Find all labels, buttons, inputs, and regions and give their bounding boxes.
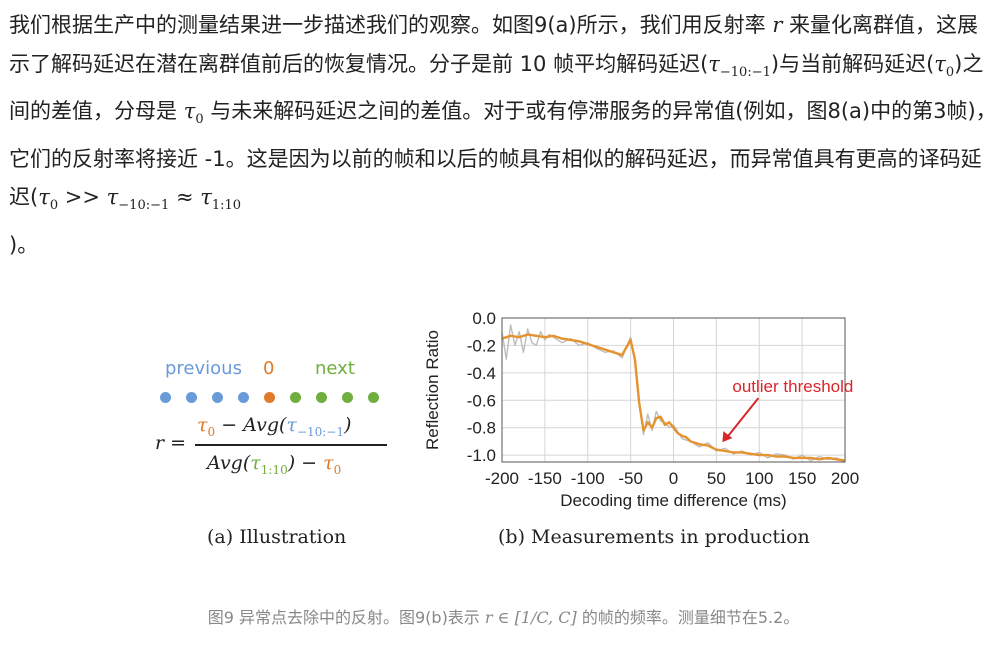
reflection-ratio-chart: -200 -150 -100 -50 0 50 100 150 200 0.0 -0.2 -0.4 -0… xyxy=(423,309,859,510)
paragraph-text-1: 我们根据生产中的测量结果进一步描述我们的观察。如图9(a)所示，我们用反射率 xyxy=(9,13,766,37)
annotation-arrow-line xyxy=(725,397,760,439)
frame-dot-previous xyxy=(186,392,197,403)
x-tick-label: -200 xyxy=(485,469,519,488)
annotation-text: outlier threshold xyxy=(732,377,853,396)
y-tick-label: -0.8 xyxy=(467,419,496,438)
frame-dot-previous xyxy=(212,392,223,403)
reflection-formula: r = τ0 − Avg(τ−10:−1) Avg(τ1:10) − τ0 xyxy=(155,412,395,482)
paragraph-text-2: 来量化离群值，这展示了解码延迟在潜在离群值前后的恢复情况。分子是前 10 帧平均… xyxy=(9,13,979,76)
x-tick-label: 150 xyxy=(788,469,816,488)
y-tick-label: 0.0 xyxy=(472,309,496,328)
series-layer xyxy=(501,324,846,463)
previous-label: previous xyxy=(165,358,242,379)
fraction-bar xyxy=(195,444,387,446)
y-tick-label: -0.2 xyxy=(467,336,496,355)
figure-caption-text-2: 的帧的频率。测量细节在5.2。 xyxy=(581,608,800,627)
paragraph-text-3: )与当前解码延迟( xyxy=(770,51,935,76)
frame-dot-next xyxy=(316,392,327,403)
annotation-arrow-head xyxy=(722,431,733,443)
plot-frame xyxy=(501,317,846,463)
x-tick-label: -100 xyxy=(571,469,605,488)
series-line-smoothed xyxy=(501,333,846,462)
y-tick-label: -0.6 xyxy=(467,391,496,410)
frame-dot-next xyxy=(290,392,301,403)
next-label: next xyxy=(315,358,355,379)
annotation-layer: outlier threshold xyxy=(722,377,853,443)
frame-dots xyxy=(160,392,390,406)
math-tau0-b: τ0 xyxy=(183,99,204,128)
figure-9: previous 0 next r = τ0 − Avg(τ−10:−1) Av… xyxy=(0,290,1007,580)
figure-caption-math: r ∈ [1/C, C] xyxy=(484,608,577,627)
y-tick-label: -1.0 xyxy=(467,446,496,465)
x-tick-label: 100 xyxy=(745,469,773,488)
math-tau0-a: τ0 xyxy=(934,51,955,80)
frame-dot-next xyxy=(342,392,353,403)
zero-label: 0 xyxy=(263,358,275,379)
frame-dot-next xyxy=(368,392,379,403)
y-tick-label: -0.4 xyxy=(467,364,496,383)
caption-a: (a) Illustration xyxy=(207,526,347,548)
x-tick-label: 0 xyxy=(669,469,678,488)
x-tick-label: -50 xyxy=(618,469,643,488)
caption-b: (b) Measurements in production xyxy=(498,526,810,548)
formula-numerator: τ0 − Avg(τ−10:−1) xyxy=(197,414,352,439)
math-r: r xyxy=(772,13,783,37)
frame-dot-previous xyxy=(160,392,171,403)
axis-layer: -200 -150 -100 -50 0 50 100 150 200 0.0 -0.2 -0.4 -0… xyxy=(423,309,859,510)
y-axis-label: Reflection Ratio xyxy=(423,330,442,450)
formula-denominator: Avg(τ1:10) − τ0 xyxy=(207,452,342,477)
frame-dot-previous xyxy=(238,392,249,403)
figure-caption: 图9 异常点去除中的反射。图9(b)表示 r ∈ [1/C, C] 的帧的频率。… xyxy=(0,604,1007,628)
x-tick-label: 200 xyxy=(831,469,859,488)
math-tau-prev: τ−10:−1 xyxy=(708,51,771,80)
formula-r-eq: r = xyxy=(155,432,187,454)
frame-dot-current xyxy=(264,392,275,403)
figure-caption-text-1: 图9 异常点去除中的反射。图9(b)表示 xyxy=(207,608,480,627)
paragraph-text-6: )。 xyxy=(9,233,39,258)
x-axis-label: Decoding time difference (ms) xyxy=(560,491,786,510)
math-inequality: τ0 >> τ−10:−1 ≈ τ1:10 xyxy=(38,185,242,214)
illustration-panel: previous 0 next r = τ0 − Avg(τ−10:−1) Av… xyxy=(150,350,400,480)
paragraph-text-4: )之间的差值，分母是 xyxy=(9,51,984,124)
paragraph-text-5: 与未来解码延迟之间的差值。对于或有停滞服务的异常值(例如，图8(a)中的第3帧)… xyxy=(9,99,997,210)
x-tick-label: -150 xyxy=(528,469,562,488)
x-tick-label: 50 xyxy=(707,469,726,488)
body-paragraph: 我们根据生产中的测量结果进一步描述我们的观察。如图9(a)所示，我们用反射率 r… xyxy=(9,6,999,265)
